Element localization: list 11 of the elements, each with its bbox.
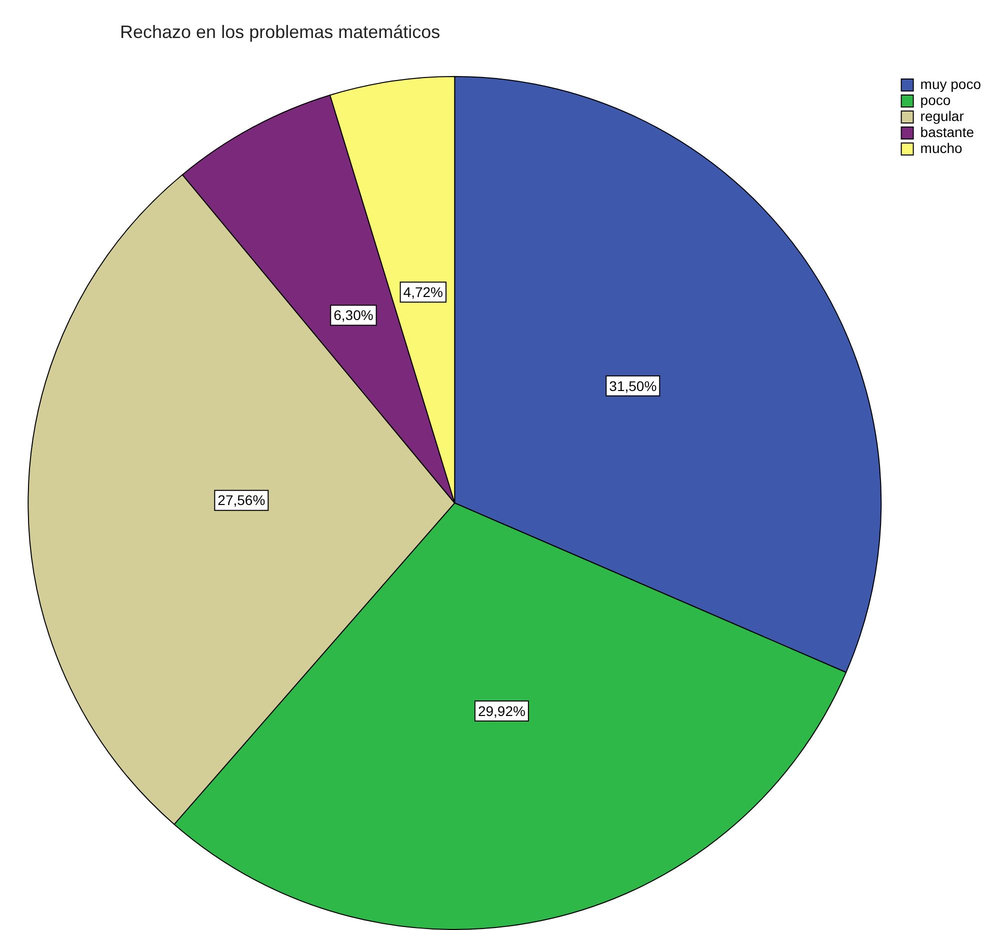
legend-label: mucho	[920, 140, 963, 156]
data-label: 29,92%	[478, 702, 526, 719]
legend-label: muy poco	[920, 76, 982, 92]
data-label: 27,56%	[218, 492, 266, 508]
legend-label: regular	[920, 108, 964, 124]
legend-label: poco	[920, 92, 951, 108]
data-label: 6,30%	[334, 307, 374, 324]
data-label: 4,72%	[403, 284, 443, 300]
chart-title: Rechazo en los problemas matemáticos	[120, 22, 440, 43]
data-label: 31,50%	[609, 378, 657, 394]
legend-label: bastante	[920, 124, 974, 140]
